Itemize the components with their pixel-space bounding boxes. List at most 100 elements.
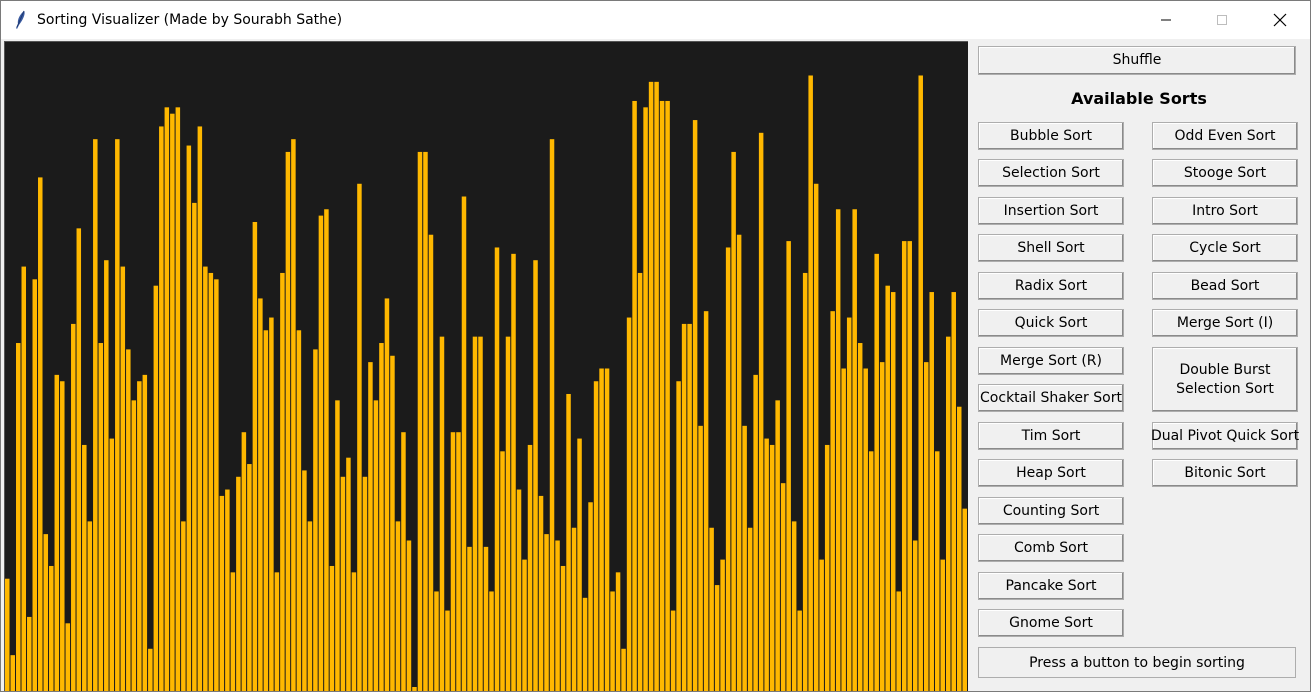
control-panel: Shuffle Available Sorts Bubble Sort Sele… [968,41,1310,691]
comb-sort-button[interactable]: Comb Sort [978,534,1124,562]
minimize-button[interactable] [1137,1,1195,39]
bar [665,100,670,691]
merge-sort-iterative-button[interactable]: Merge Sort (I) [1152,309,1298,337]
title-bar: Sorting Visualizer (Made by Sourabh Sath… [1,1,1310,39]
bar [835,209,841,691]
bar [808,75,813,691]
bar [258,298,263,691]
bar [780,483,786,691]
bar [923,362,929,691]
bar [912,540,918,691]
bar [505,336,511,691]
counting-sort-button[interactable]: Counting Sort [978,497,1124,525]
bar [489,591,494,691]
bar [197,126,203,691]
bar [285,151,291,691]
radix-sort-button[interactable]: Radix Sort [978,272,1124,300]
heap-sort-button[interactable]: Heap Sort [978,459,1124,487]
bar [637,272,643,691]
maximize-button[interactable] [1193,1,1251,39]
bar [137,381,142,691]
bar [439,336,445,691]
bar [830,311,835,691]
bar [115,139,120,691]
close-button[interactable] [1251,1,1309,39]
bar [357,183,362,691]
bar [16,343,21,691]
bar [164,107,170,691]
bar [71,323,76,691]
double-burst-selection-sort-button[interactable]: Double Burst Selection Sort [1152,347,1298,412]
bitonic-sort-button[interactable]: Bitonic Sort [1152,459,1298,487]
bar [291,139,296,691]
shell-sort-button[interactable]: Shell Sort [978,234,1124,262]
bar [27,616,32,691]
stooge-sort-button[interactable]: Stooge Sort [1152,159,1298,187]
bar [962,508,967,691]
tim-sort-button[interactable]: Tim Sort [978,422,1124,450]
bar [395,521,401,691]
cocktail-shaker-sort-button[interactable]: Cocktail Shaker Sort [978,384,1124,412]
dual-pivot-quick-sort-button[interactable]: Dual Pivot Quick Sort [1151,422,1299,450]
bar [791,521,797,691]
bar [186,145,192,691]
bar [21,266,27,691]
selection-sort-button[interactable]: Selection Sort [978,159,1124,187]
gnome-sort-button[interactable]: Gnome Sort [978,609,1124,637]
status-label: Press a button to begin sorting [978,647,1296,678]
bubble-sort-button[interactable]: Bubble Sort [978,122,1124,150]
bar [901,241,907,691]
bar [159,126,164,691]
bar [219,495,225,691]
bar [109,438,115,691]
intro-sort-button[interactable]: Intro Sort [1152,197,1298,225]
bar [610,591,615,691]
bar [725,247,731,691]
bar [423,151,428,691]
bar [60,381,65,691]
bar [621,648,626,691]
bar [764,438,769,691]
bar [307,521,313,691]
cycle-sort-button[interactable]: Cycle Sort [1152,234,1298,262]
bar [346,457,351,691]
bar [461,196,467,691]
bar [890,292,896,691]
bar [736,234,742,691]
bar [874,253,879,691]
shuffle-button[interactable]: Shuffle [978,46,1296,75]
feather-icon [16,10,25,29]
bar [49,565,54,691]
bar [824,444,830,691]
pancake-sort-button[interactable]: Pancake Sort [978,572,1124,600]
bar [247,464,252,691]
bar [214,279,219,691]
bar [104,260,109,691]
bar [549,139,555,691]
bead-sort-button[interactable]: Bead Sort [1152,272,1298,300]
insertion-sort-button[interactable]: Insertion Sort [978,197,1124,225]
minimize-icon [1161,19,1171,21]
odd-even-sort-button[interactable]: Odd Even Sort [1152,122,1298,150]
bar [747,527,753,691]
bar [401,432,406,691]
bar [863,368,868,691]
bar [500,451,505,691]
bar [208,272,214,691]
merge-sort-recursive-button[interactable]: Merge Sort (R) [978,347,1124,375]
bar [626,317,632,691]
bar [390,355,395,691]
bar [538,495,544,691]
bar [687,323,692,691]
bar [368,362,373,691]
bar [467,546,472,691]
bar [362,476,368,691]
bar [126,349,131,691]
bar [868,451,874,691]
bar-chart [5,75,967,691]
bar [456,432,461,691]
close-icon [1273,13,1287,27]
bar [373,400,379,691]
quick-sort-button[interactable]: Quick Sort [978,309,1124,337]
